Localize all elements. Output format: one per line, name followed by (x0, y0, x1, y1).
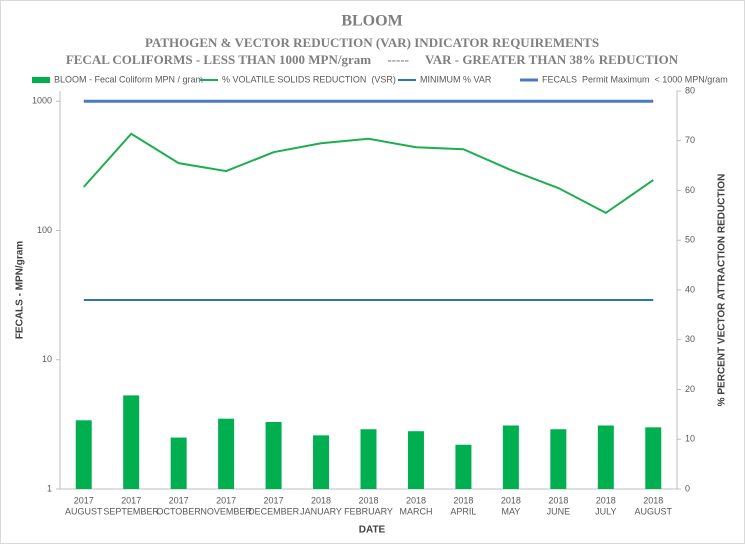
x-tick-label: 2018 (596, 495, 616, 505)
chart-title: BLOOM (341, 13, 402, 30)
y-axis-label: FECALS - MPN/gram (15, 241, 26, 339)
bar (123, 395, 140, 489)
x-tick-label: 2017 (74, 495, 94, 505)
y2-tick-label: 0 (685, 483, 690, 493)
x-tick-label: 2018 (406, 495, 426, 505)
chart-subtitle: FECAL COLIFORMS - LESS THAN 1000 MPN/gra… (66, 52, 679, 67)
x-tick-label: 2017 (121, 495, 141, 505)
x-tick-label: 2018 (548, 495, 568, 505)
legend-label: FECALS Permit Maximum < 1000 MPN/gram (542, 74, 728, 84)
y-tick-label: 10 (42, 354, 52, 364)
line (82, 132, 654, 215)
y2-tick-label: 80 (685, 85, 695, 95)
y2-tick-label: 50 (685, 235, 695, 245)
y2-tick-label: 60 (685, 185, 695, 195)
y2-tick-label: 10 (685, 434, 695, 444)
x-tick-label: FEBRUARY (344, 506, 393, 516)
bar (170, 437, 187, 489)
bar (313, 435, 330, 489)
bar (645, 427, 662, 489)
x-tick-label: SEPTEMBER (103, 506, 159, 516)
y2-axis-label: % PERCENT VECTOR ATTRACTION REDUCTION (717, 174, 728, 407)
x-tick-label: 2018 (453, 495, 473, 505)
bar (502, 425, 519, 489)
x-tick-label: MARCH (399, 506, 432, 516)
legend-label: % VOLATILE SOLIDS REDUCTION (VSR) (222, 74, 396, 84)
y-tick-label: 100 (37, 225, 52, 235)
legend-label: MINIMUM % VAR (420, 74, 492, 84)
x-tick-label: NOVEMBER (200, 506, 252, 516)
x-tick-label: APRIL (450, 506, 476, 516)
y-tick-label: 1 (47, 483, 52, 493)
bar (75, 420, 92, 489)
chart-subtitle: PATHOGEN & VECTOR REDUCTION (VAR) INDICA… (145, 35, 599, 50)
x-tick-label: MAY (501, 506, 520, 516)
bar (407, 431, 424, 489)
x-tick-label: 2018 (311, 495, 331, 505)
x-tick-label: 2017 (169, 495, 189, 505)
y2-tick-label: 70 (685, 135, 695, 145)
bar (360, 429, 377, 489)
x-tick-label: 2017 (264, 495, 284, 505)
x-tick-label: AUGUST (635, 506, 673, 516)
y2-tick-label: 40 (685, 284, 695, 294)
x-tick-label: 2018 (643, 495, 663, 505)
x-tick-label: AUGUST (65, 506, 103, 516)
legend-label: BLOOM - Fecal Coliform MPN / gram (54, 74, 203, 84)
x-tick-label: 2018 (358, 495, 378, 505)
x-tick-label: OCTOBER (156, 506, 201, 516)
x-tick-label: JUNE (547, 506, 571, 516)
bar (597, 425, 614, 489)
bar (218, 418, 235, 489)
bar (455, 444, 472, 489)
y-tick-label: 1000 (32, 96, 52, 106)
x-tick-label: DECEMBER (248, 506, 300, 516)
y2-tick-label: 30 (685, 334, 695, 344)
bar (550, 429, 567, 489)
x-tick-label: JULY (595, 506, 616, 516)
legend-swatch (32, 77, 50, 83)
x-tick-label: 2017 (216, 495, 236, 505)
bar (265, 421, 282, 489)
x-axis-label: DATE (359, 525, 386, 536)
y2-tick-label: 20 (685, 384, 695, 394)
x-tick-label: 2018 (501, 495, 521, 505)
x-tick-label: JANUARY (300, 506, 342, 516)
